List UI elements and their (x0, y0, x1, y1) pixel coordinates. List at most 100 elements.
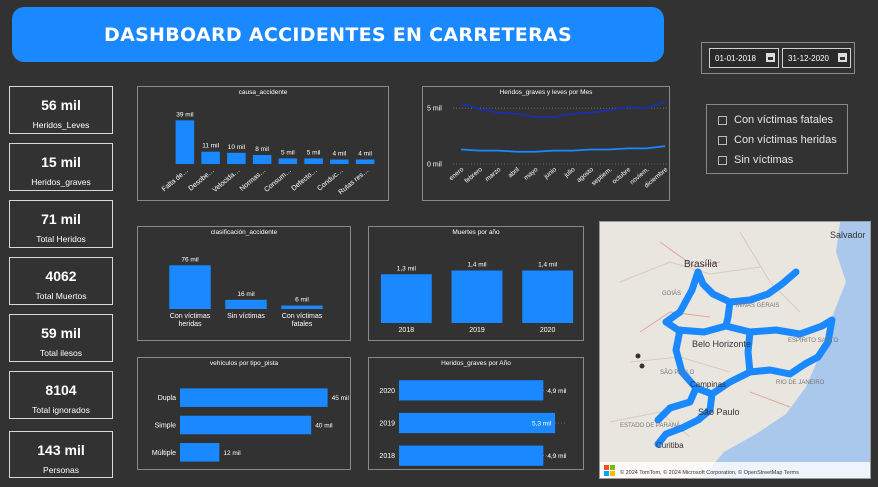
tick-label: marzo (484, 166, 503, 183)
filter-option-fatales[interactable]: Con víctimas fatales (718, 114, 833, 126)
calendar-icon[interactable] (838, 53, 847, 62)
map-label: MINAS GERAIS (736, 303, 779, 309)
bar (180, 443, 220, 462)
tick-label: Con víctimas (170, 313, 211, 320)
bar (451, 270, 503, 323)
kpi-label: Total ignorados (32, 405, 90, 415)
tick-label: heridas (179, 321, 202, 328)
tick-label: 0 mil (427, 162, 442, 169)
kpi-value: 71 mil (41, 211, 81, 227)
chart-title: Muertes por año (452, 229, 500, 236)
data-label: 16 mil (237, 291, 255, 298)
data-label: 8 mil (255, 146, 269, 153)
kpi-value: 4062 (45, 268, 77, 284)
tick-label: 2019 (469, 327, 485, 334)
date-range-slicer: 01-01-2018 31-12-2020 (701, 42, 855, 74)
bar (304, 158, 323, 164)
end-date-input[interactable]: 31-12-2020 (782, 48, 851, 68)
checkbox-icon[interactable] (718, 135, 727, 145)
kpi-value: 59 mil (41, 325, 81, 341)
data-label: 40 mil (315, 423, 333, 430)
chart-clasificacion-accidente: clasificación_accidente 76 mil Con víctim… (137, 226, 351, 341)
map-label: São Paulo (698, 407, 740, 417)
checkbox-icon[interactable] (718, 115, 727, 125)
map-label: ESTADO DE PARANÁ (620, 422, 680, 429)
bar (399, 412, 556, 434)
bar (399, 380, 544, 401)
bar (201, 151, 220, 164)
kpi-label: Total ilesos (39, 348, 83, 358)
bar (355, 159, 375, 164)
bar (252, 155, 272, 164)
map-label: SÃO PAULO (660, 369, 695, 376)
kpi-card-heridos-graves: 15 mil Heridos_graves (9, 143, 113, 191)
kpi-label: Personas (43, 465, 79, 475)
vehiculos-svg: Dupla 45 mil Simple 40 mil Múltiple 12 mil (152, 388, 350, 462)
tick-label: abril (507, 166, 521, 180)
data-label: 10 mil (228, 144, 246, 151)
bar (180, 415, 312, 435)
tick-label: Defecto… (291, 167, 319, 192)
map-label: Brasília (684, 259, 718, 270)
tick-label: Consum… (263, 167, 293, 194)
kpi-card-personas: 143 mil Personas (9, 431, 113, 478)
kpi-card-total-ignorados: 8104 Total ignorados (9, 371, 113, 419)
dashboard-title: DASHBOARD ACCIDENTES EN CARRETERAS (12, 7, 664, 62)
map-label: Belo Horizonte (692, 339, 751, 349)
bar (278, 158, 298, 164)
chart-title: causa_accidente (238, 89, 288, 96)
filter-option-sin-victimas[interactable]: Sin víctimas (718, 154, 793, 166)
kpi-card-heridos-leves: 56 mil Heridos_Leves (9, 86, 113, 134)
end-date-value: 31-12-2020 (788, 53, 829, 63)
start-date-value: 01-01-2018 (715, 53, 756, 63)
kpi-value: 56 mil (41, 97, 81, 113)
bar (380, 274, 432, 323)
tick-label: febrero (464, 166, 485, 185)
map-label: Campinas (690, 380, 726, 389)
data-label: 11 mil (202, 143, 219, 150)
start-date-input[interactable]: 01-01-2018 (709, 48, 779, 68)
chart-title: clasificación_accidente (210, 229, 278, 236)
tick-label: Velocida… (212, 167, 242, 194)
heridos-graves-ano-svg: 2020 4,9 mil 2019 5,3 mil 2018 4,9 mil (379, 380, 567, 466)
tick-label: Dupla (158, 395, 176, 402)
muertes-svg: 1,3 mil 2018 1,4 mil 2019 1,4 mil 2020 (380, 262, 574, 334)
bar (330, 159, 349, 164)
map-label: ESPÍRITO SANTO (788, 337, 838, 344)
filter-option-heridas[interactable]: Con víctimas heridas (718, 134, 837, 146)
map-label: RIO DE JANEIRO (776, 380, 825, 386)
kpi-label: Heridos_Leves (32, 120, 90, 130)
chart-heridos-graves-por-ano: Heridos_graves por Año 2020 4,9 mil 2019 5,… (368, 357, 584, 470)
kpi-card-total-muertos: 4062 Total Muertos (9, 257, 113, 305)
tick-label: junio (542, 166, 558, 181)
chart-causa-accidente: causa_accidente 39 mil Falta de… 11 mil Des… (137, 86, 389, 201)
calendar-icon[interactable] (766, 53, 775, 62)
kpi-card-total-heridos: 71 mil Total Heridos (9, 200, 113, 248)
kpi-label: Heridos_graves (31, 177, 91, 187)
data-label: 4,9 mil (547, 453, 567, 460)
map-attribution: © 2024 TomTom, © 2024 Microsoft Corporat… (620, 469, 799, 476)
bar (169, 265, 211, 309)
bar (225, 299, 267, 309)
series-line (460, 100, 666, 119)
tick-label: 2018 (399, 327, 415, 334)
tick-label: Múltiple (152, 450, 176, 457)
accident-map[interactable]: Brasília GOIÁS MINAS GERAIS Belo Horizon… (599, 221, 871, 479)
bar (227, 152, 246, 164)
checkbox-icon[interactable] (718, 155, 727, 165)
chart-title: vehículos por tipo_pista (209, 360, 279, 367)
data-label: 45 mil (332, 395, 350, 402)
tick-label: Falta de… (161, 167, 190, 193)
filter-label: Con víctimas fatales (734, 114, 834, 126)
data-label: 39 mil (176, 111, 194, 118)
data-label: 5 mil (307, 149, 321, 156)
chart-muertes-por-ano: Muertes por año 1,3 mil 2018 1,4 mil 2019 1,… (368, 226, 584, 341)
data-label: 12 mil (223, 450, 241, 457)
data-label: 5 mil (281, 149, 295, 156)
data-label: 1,4 mil (467, 262, 487, 269)
chart-vehiculos-tipo-pista: vehículos por tipo_pista Dupla 45 mil Simp… (137, 357, 351, 470)
map-label: Salvador (830, 230, 866, 240)
tick-label: 2019 (379, 421, 395, 428)
